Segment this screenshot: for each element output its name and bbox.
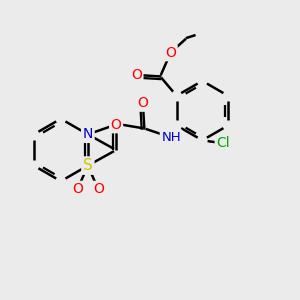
Text: O: O [165,46,176,60]
Text: O: O [93,182,104,197]
Text: N: N [83,128,93,141]
Text: Cl: Cl [216,136,230,150]
Text: O: O [111,118,122,132]
Text: O: O [137,96,148,110]
Text: O: O [131,68,142,82]
Text: O: O [72,182,83,197]
Text: S: S [83,158,93,173]
Text: NH: NH [161,131,181,144]
